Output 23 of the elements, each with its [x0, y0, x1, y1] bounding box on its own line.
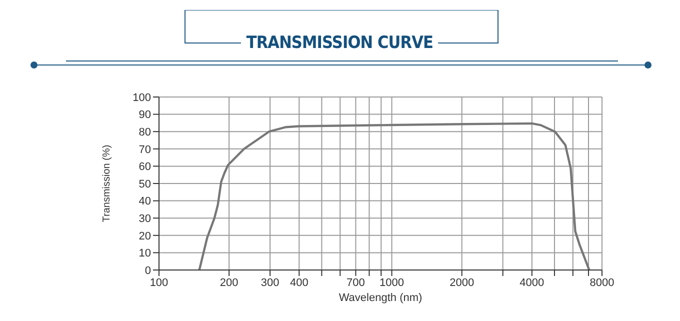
x-tick-label: 700 [346, 276, 365, 289]
x-tick-label: 1000 [380, 276, 404, 289]
x-tick-label: 400 [290, 276, 308, 289]
x-tick-label: 200 [220, 276, 238, 289]
x-tick-label: 100 [150, 276, 168, 289]
x-tick-label: 2000 [450, 276, 474, 289]
y-tick-label: 90 [138, 109, 151, 122]
x-tick-label: 8000 [590, 276, 614, 289]
chart-title: TRANSMISSION CURVE [241, 33, 439, 53]
y-tick-label: 100 [132, 92, 151, 104]
y-tick-label: 10 [138, 248, 151, 260]
x-axis-title: Wavelength (nm) [338, 292, 422, 304]
y-tick-label: 30 [138, 213, 151, 226]
y-tick-label: 70 [138, 144, 151, 156]
x-tick-label: 4000 [520, 276, 544, 289]
y-tick-label: 80 [138, 126, 151, 139]
y-tick-label: 40 [138, 196, 151, 208]
y-tick-label: 20 [138, 230, 151, 242]
x-tick-label: 300 [260, 276, 280, 289]
y-tick-label: 50 [138, 178, 151, 190]
y-tick-label: 60 [138, 161, 151, 174]
y-axis-title: Transmission (%) [102, 144, 113, 222]
y-tick-label: 0 [144, 264, 151, 277]
